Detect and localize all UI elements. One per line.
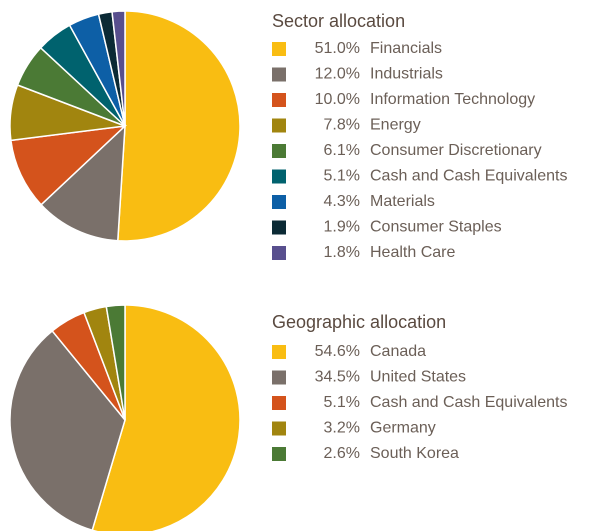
legend-title: Geographic allocation: [272, 312, 446, 332]
legend-value: 5.1%: [324, 168, 360, 185]
legend-swatch: [272, 195, 286, 209]
legend-value: 7.8%: [324, 117, 360, 134]
legend-value: 3.2%: [324, 420, 360, 437]
pie-slice: [116, 10, 241, 242]
legend-value: 10.0%: [315, 91, 360, 108]
legend-value: 51.0%: [315, 40, 360, 57]
legend-swatch: [272, 396, 286, 410]
legend-label: Germany: [370, 420, 436, 437]
legend-swatch: [272, 93, 286, 107]
legend-label: Financials: [370, 40, 442, 57]
legend-swatch: [272, 118, 286, 133]
legend-label: Materials: [370, 193, 435, 210]
legend-value: 1.8%: [324, 244, 360, 261]
legend-swatch: [272, 42, 286, 56]
legend-label: Consumer Staples: [370, 219, 502, 236]
legend-value: 12.0%: [315, 66, 360, 83]
pie-slice: [10, 124, 128, 206]
legend-label: Information Technology: [370, 91, 535, 108]
legend-label: Energy: [370, 117, 421, 134]
pie-slice: [9, 329, 126, 531]
legend-value: 5.1%: [324, 394, 360, 411]
legend-label: Consumer Discretionary: [370, 142, 542, 159]
legend-swatch: [272, 345, 286, 359]
legend-label: Industrials: [370, 66, 443, 83]
legend-swatch: [272, 144, 286, 158]
pie-slice: [40, 124, 126, 242]
legend-label: Health Care: [370, 244, 455, 261]
legend-value: 54.6%: [315, 343, 360, 360]
legend-label: Cash and Cash Equivalents: [370, 168, 567, 185]
legend-swatch: [272, 169, 286, 184]
legend-label: United States: [370, 369, 466, 386]
legend-swatch: [272, 67, 286, 82]
legend-swatch: [272, 246, 286, 260]
legend-label: Cash and Cash Equivalents: [370, 394, 567, 411]
pie-slice: [91, 304, 241, 531]
legend-label: South Korea: [370, 445, 459, 462]
legend-label: Canada: [370, 343, 426, 360]
legend-value: 34.5%: [315, 369, 360, 386]
legend-swatch: [272, 447, 286, 461]
legend-swatch: [272, 370, 286, 385]
pie-slice: [111, 10, 126, 127]
legend-swatch: [272, 220, 286, 235]
legend-title: Sector allocation: [272, 11, 405, 31]
pie-slice: [105, 304, 126, 421]
legend-value: 1.9%: [324, 219, 360, 236]
legend-value: 2.6%: [324, 445, 360, 462]
legend-value: 4.3%: [324, 193, 360, 210]
legend-value: 6.1%: [324, 142, 360, 159]
legend-swatch: [272, 421, 286, 436]
